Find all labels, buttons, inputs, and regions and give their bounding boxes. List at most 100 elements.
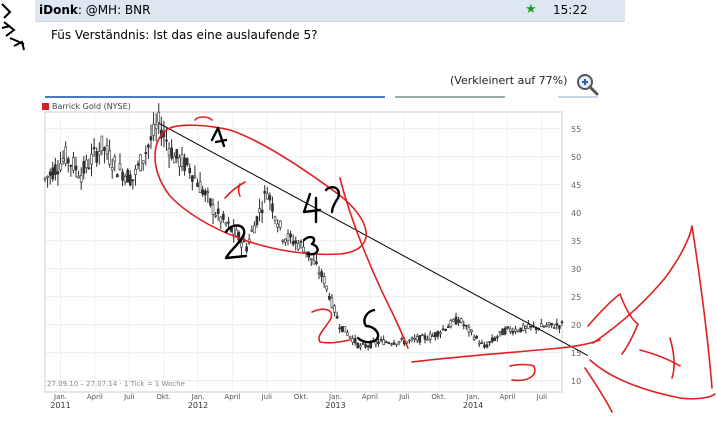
candle-body xyxy=(444,328,447,331)
candle-body xyxy=(542,325,546,328)
post-time: 15:22 xyxy=(553,3,588,17)
divider xyxy=(45,96,385,98)
candle-body xyxy=(496,336,499,339)
candle-body xyxy=(118,163,122,170)
candle-body xyxy=(501,328,504,336)
candle-body xyxy=(421,334,424,337)
candle-body xyxy=(483,344,486,348)
candle-body xyxy=(108,150,111,165)
candle-body xyxy=(508,328,512,332)
candle-body xyxy=(555,323,559,326)
divider xyxy=(558,96,598,98)
price-chart: 10 15 20 25 30 35 40 45 50 55 Jan. April Juli Okt. Jan… xyxy=(43,103,716,413)
candle-body xyxy=(408,339,411,342)
wave-label-4 xyxy=(302,192,322,224)
candle-body xyxy=(317,272,321,275)
y-tick-label: 25 xyxy=(571,293,581,302)
y-tick-label: 20 xyxy=(571,321,581,330)
candle-body xyxy=(392,342,396,345)
candle-body xyxy=(253,225,256,234)
candle-body xyxy=(214,214,217,217)
candle-body xyxy=(465,324,468,327)
y-tick-label: 55 xyxy=(571,125,581,134)
x-tick-label: Juli xyxy=(261,393,272,401)
candle-body xyxy=(374,341,378,345)
candle-body xyxy=(521,324,525,331)
candle-body xyxy=(498,331,502,334)
candle-body xyxy=(224,222,228,225)
candle-body xyxy=(384,341,388,344)
candle-body xyxy=(154,124,158,130)
candle-body xyxy=(134,168,137,175)
red-annotation xyxy=(669,337,675,379)
x-year-label: 2014 xyxy=(463,401,483,410)
candle-body xyxy=(395,343,398,346)
x-tick-label: Okt. xyxy=(156,393,171,401)
candle-body xyxy=(139,154,142,172)
x-tick-label: Jan. xyxy=(328,393,342,401)
candle-body xyxy=(390,343,393,346)
candle-body xyxy=(286,233,290,241)
candle-body xyxy=(558,325,561,329)
candle-body xyxy=(46,175,49,178)
legend-swatch xyxy=(42,103,49,110)
candle-body xyxy=(82,161,86,174)
candle-body xyxy=(459,318,463,323)
candle-body xyxy=(377,341,380,344)
candle-body xyxy=(356,342,360,348)
candle-body xyxy=(129,174,132,186)
candle-body xyxy=(185,158,189,166)
candle-body xyxy=(66,158,70,164)
post-author[interactable]: iDonk: @MH: BNR xyxy=(39,3,151,17)
candle-body xyxy=(397,341,401,344)
candle-body xyxy=(309,258,313,261)
candle-body xyxy=(506,326,510,329)
candle-body xyxy=(110,167,114,171)
magnifier-icon[interactable] xyxy=(575,72,599,96)
y-tick-label: 10 xyxy=(571,377,581,386)
candle-body xyxy=(452,319,455,322)
candle-body xyxy=(415,336,419,341)
candle-body xyxy=(167,148,171,156)
candle-body xyxy=(338,327,341,330)
candle-body xyxy=(434,332,437,338)
candle-body xyxy=(170,147,173,159)
candle-body xyxy=(219,216,223,223)
candle-body xyxy=(263,191,267,194)
candle-body xyxy=(258,208,261,213)
candle-body xyxy=(299,240,303,243)
candle-body xyxy=(315,261,318,265)
candle-body xyxy=(431,335,435,338)
candle-body xyxy=(278,220,282,228)
y-tick-label: 30 xyxy=(571,265,581,274)
wave-label-4-question xyxy=(324,186,341,214)
candle-body xyxy=(188,167,192,174)
candle-body xyxy=(147,144,150,148)
candle-body xyxy=(511,331,515,334)
candle-body xyxy=(529,325,533,328)
x-tick-label: April xyxy=(224,393,240,401)
candle-body xyxy=(475,335,478,339)
candle-body xyxy=(103,147,106,151)
candle-body xyxy=(250,229,254,232)
candle-body xyxy=(232,225,236,235)
candle-body xyxy=(325,285,329,290)
candle-body xyxy=(560,321,564,324)
candle-body xyxy=(346,332,349,336)
candle-body xyxy=(222,213,225,220)
star-icon[interactable]: ★ xyxy=(525,2,537,17)
candle-body xyxy=(418,335,422,343)
candle-body xyxy=(343,326,347,333)
candle-body xyxy=(276,223,279,228)
candle-body xyxy=(180,154,184,167)
candle-body xyxy=(105,145,109,155)
candle-body xyxy=(351,338,354,343)
candle-body xyxy=(490,337,494,342)
y-tick-label: 50 xyxy=(571,153,581,162)
red-annotation xyxy=(311,308,351,344)
candle-body xyxy=(172,155,176,164)
candle-body xyxy=(216,208,220,215)
candle-body xyxy=(59,163,62,171)
chart-footer-note: 27.09.10 – 27.07.14 · 1 Tick = 1 Woche xyxy=(47,380,185,388)
red-annotation xyxy=(154,124,367,256)
